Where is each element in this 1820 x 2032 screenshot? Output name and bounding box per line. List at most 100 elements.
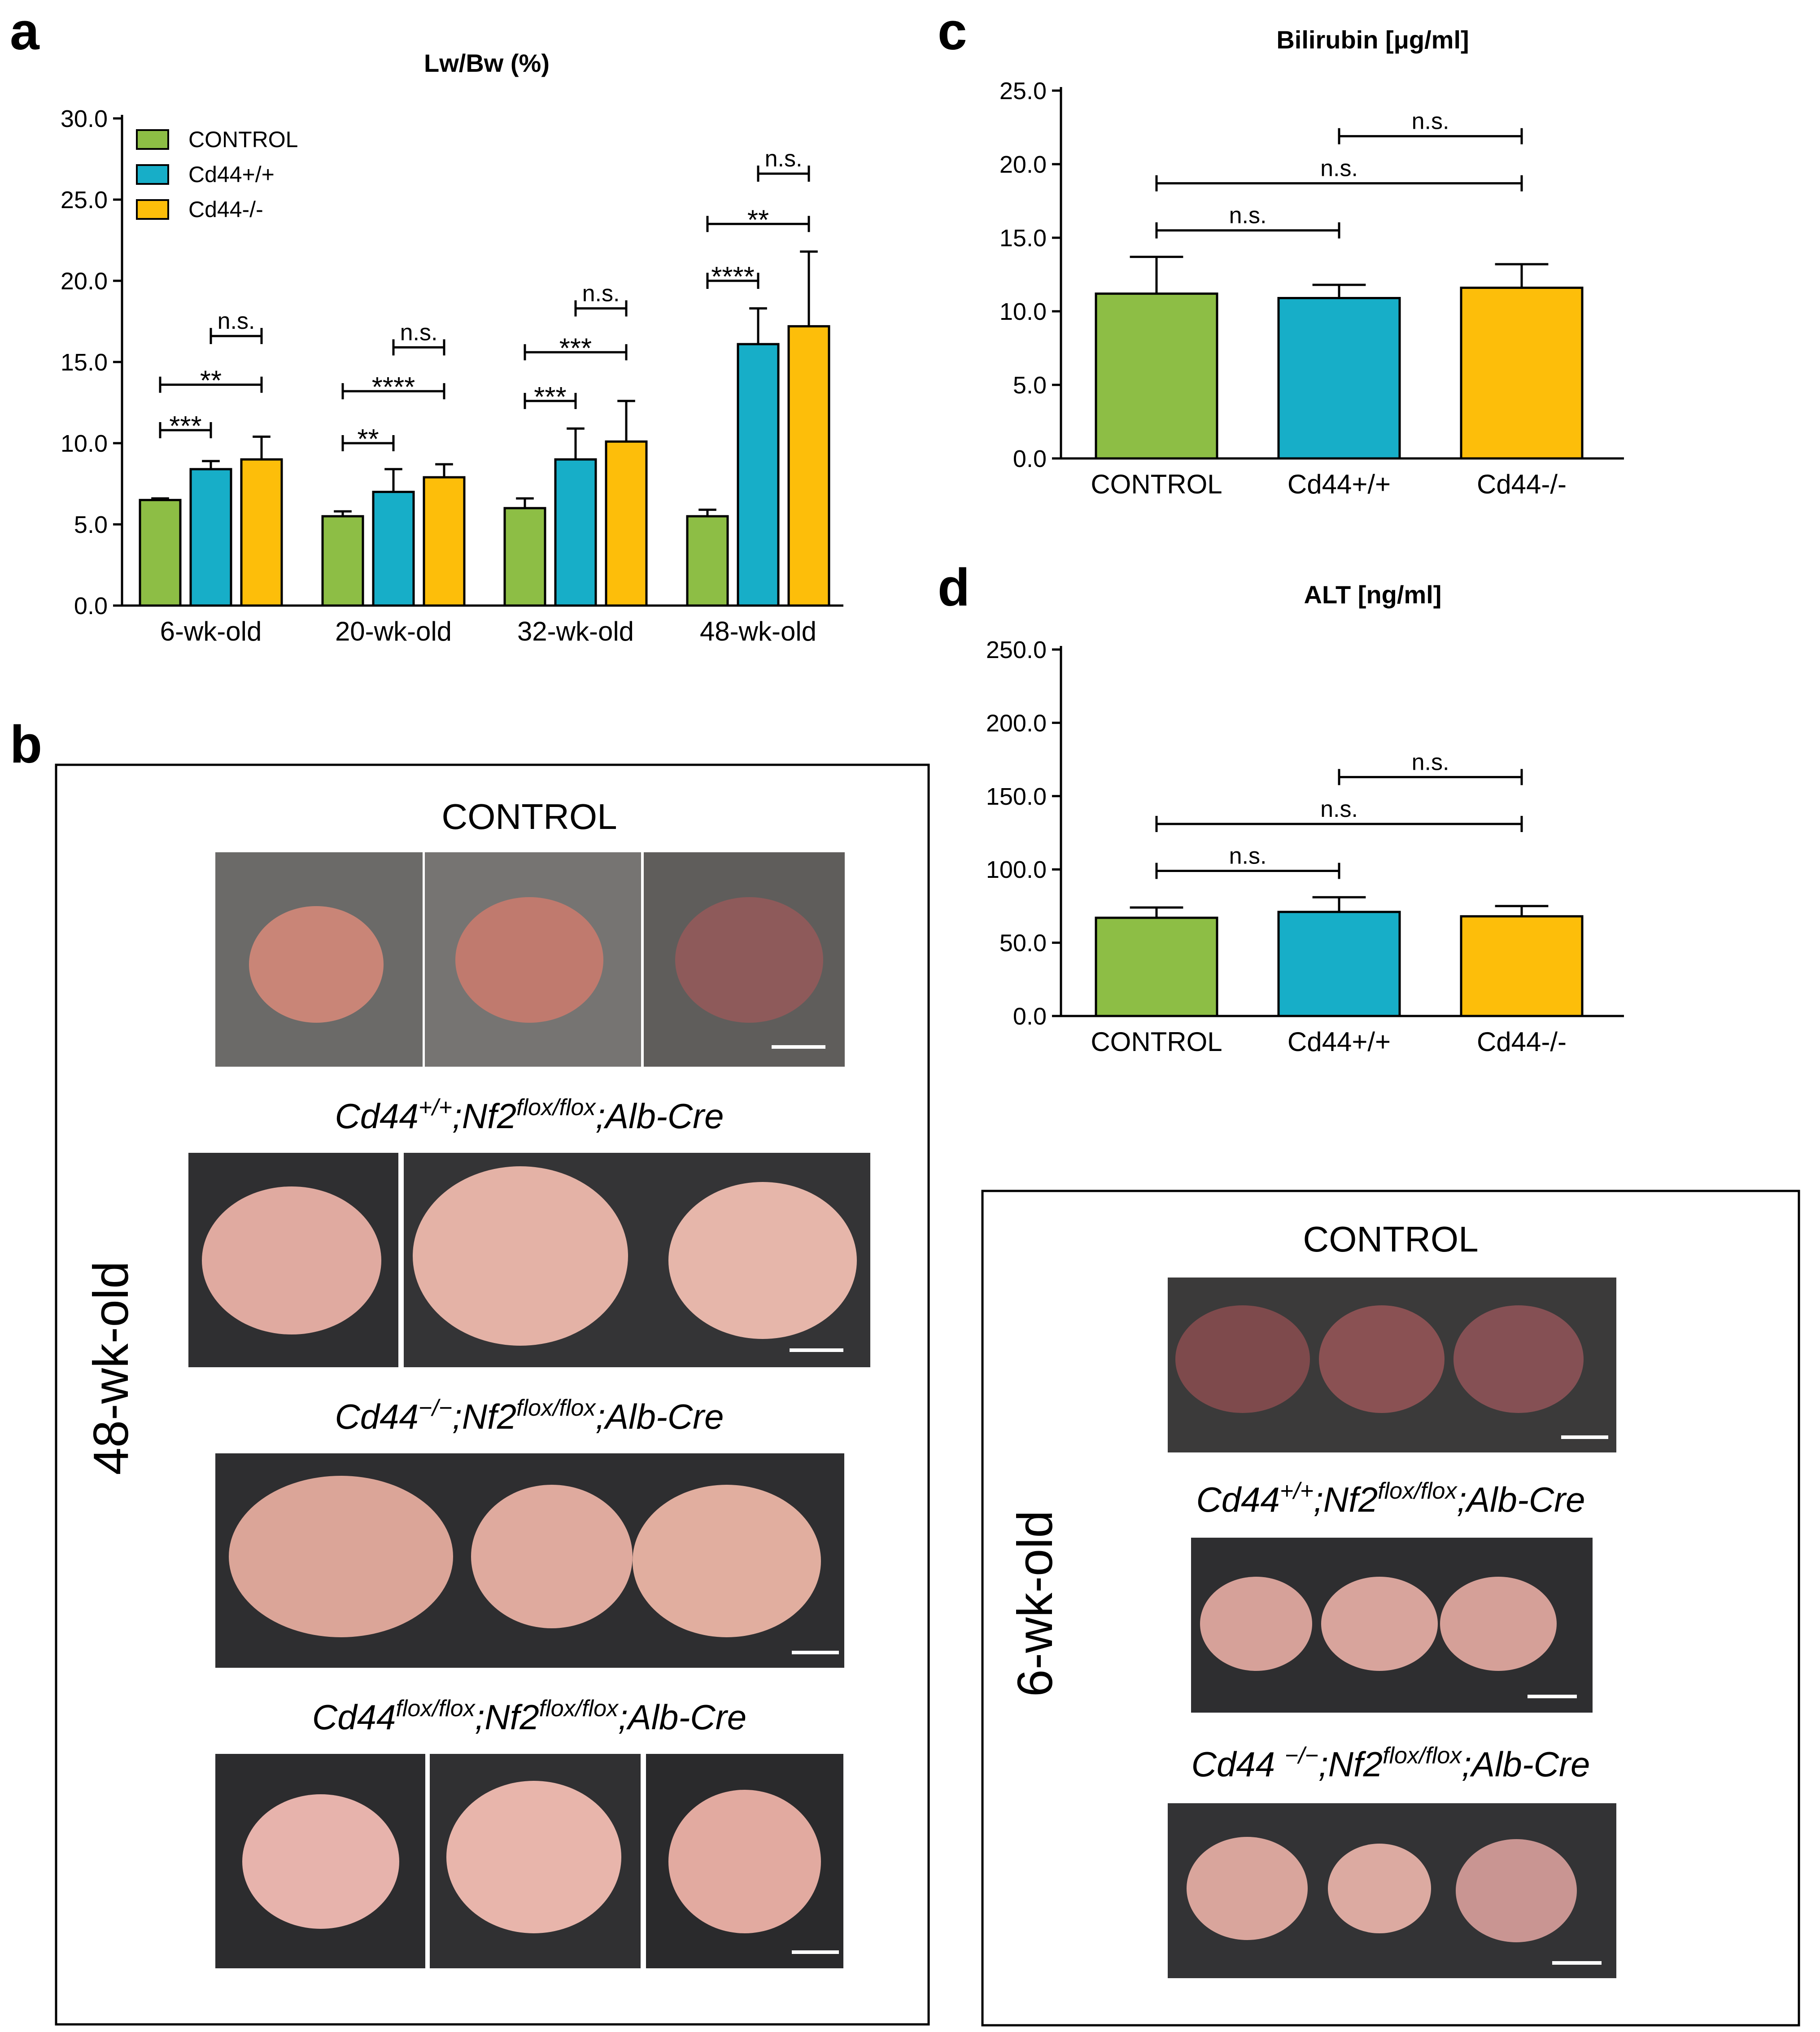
lwbw-significance-label: n.s. xyxy=(582,281,620,307)
alt-y-tick-label: 50.0 xyxy=(999,930,1047,957)
lwbw-cd44-bar xyxy=(240,458,283,607)
bilirubin-category-label: Cd44-/- xyxy=(1477,469,1567,499)
lwbw-significance-label: *** xyxy=(534,382,566,413)
liver xyxy=(1456,1839,1577,1942)
scale-bar xyxy=(792,1950,839,1954)
liver xyxy=(1187,1837,1308,1940)
lwbw-y-tick-label: 10.0 xyxy=(61,430,108,457)
bilirubin-category-label: Cd44+/+ xyxy=(1288,469,1391,499)
legend-label: CONTROL xyxy=(188,127,298,152)
lwbw-y-tick-label: 25.0 xyxy=(61,187,108,214)
lwbw-category-label: 32-wk-old xyxy=(517,616,634,646)
lwbw-significance-label: *** xyxy=(169,411,201,442)
panel-b-cd44-flox-photos xyxy=(215,1754,843,1968)
liver xyxy=(471,1485,633,1628)
lwbw-cd44-bar xyxy=(605,440,648,607)
alt-significance-label: n.s. xyxy=(1320,796,1358,822)
panel-b-48wk: 48-wk-old CONTROL Cd44+/+;Nf2flox/flox;A… xyxy=(55,763,930,2026)
alt-cd44-bar xyxy=(1277,911,1401,1017)
liver xyxy=(675,897,823,1023)
lwbw-significance-label: ** xyxy=(357,424,379,455)
bilirubin-significance-label: n.s. xyxy=(1412,109,1449,135)
liver xyxy=(668,1182,857,1339)
panel-6wk-genotype-cd44-wt: Cd44+/+;Nf2flox/flox;Alb-Cre xyxy=(1196,1478,1585,1519)
panel-letter-b: b xyxy=(10,715,42,774)
scale-bar xyxy=(1561,1435,1608,1439)
alt-cd44-bar xyxy=(1460,915,1584,1017)
legend-swatch xyxy=(136,129,169,150)
scale-bar xyxy=(792,1651,839,1654)
alt-category-label: Cd44+/+ xyxy=(1288,1027,1391,1057)
panel-6wk-frame xyxy=(981,1190,1800,2027)
lwbw-y-tick-label: 30.0 xyxy=(61,105,108,132)
lwbw-cd44-bar xyxy=(423,476,466,607)
liver xyxy=(1175,1305,1310,1413)
panel-b-control-photos xyxy=(215,852,845,1067)
scale-bar xyxy=(1552,1961,1602,1965)
liver xyxy=(1453,1305,1584,1413)
panel-6wk-age-label: 6-wk-old xyxy=(1008,1510,1063,1697)
liver xyxy=(1440,1577,1557,1671)
alt-y-tick-label: 0.0 xyxy=(1013,1003,1047,1030)
liver xyxy=(202,1186,381,1334)
liver xyxy=(229,1476,453,1637)
liver xyxy=(1321,1577,1438,1671)
panel-6wk-control-photos xyxy=(1168,1278,1616,1452)
legend-label: Cd44+/+ xyxy=(188,162,275,187)
bilirubin-y-tick-label: 10.0 xyxy=(999,298,1047,325)
panel-6wk-cd44-ko-photos xyxy=(1168,1803,1616,1978)
scale-bar xyxy=(1528,1695,1577,1698)
lwbw-cd44-bar xyxy=(554,458,597,607)
liver xyxy=(668,1790,821,1933)
panel-b-cd44-wt-photos xyxy=(188,1153,870,1367)
panel-6wk-genotype-cd44-ko: Cd44 −/−;Nf2flox/flox;Alb-Cre xyxy=(1192,1743,1590,1784)
alt-category-label: CONTROL xyxy=(1091,1027,1222,1057)
lwbw-title: Lw/Bw (%) xyxy=(424,49,550,77)
bilirubin-y-tick-label: 0.0 xyxy=(1013,445,1047,472)
liver xyxy=(446,1781,621,1933)
legend-label: Cd44-/- xyxy=(188,197,263,222)
bilirubin-cd44-bar xyxy=(1277,297,1401,460)
chart-alt: ALT [ng/ml] 0.0 50.0 100.0 150.0 200.0 250.0 CO… xyxy=(986,580,1624,1057)
bilirubin-significance-label: n.s. xyxy=(1320,156,1358,182)
lwbw-cd44-bar xyxy=(737,343,780,607)
panel-b-genotype-cd44-wt: Cd44+/+;Nf2flox/flox;Alb-Cre xyxy=(335,1094,724,1136)
lwbw-category-label: 6-wk-old xyxy=(160,616,262,646)
lwbw-cd44-bar xyxy=(189,468,232,607)
lwbw-category-label: 48-wk-old xyxy=(700,616,816,646)
lwbw-y-tick-label: 0.0 xyxy=(74,593,108,619)
panel-letter-a: a xyxy=(10,2,40,61)
lwbw-y-tick-label: 20.0 xyxy=(61,268,108,295)
legend-swatch xyxy=(136,199,169,220)
lwbw-significance-label: **** xyxy=(372,372,415,403)
liver xyxy=(633,1485,821,1637)
bilirubin-significance-label: n.s. xyxy=(1229,203,1267,229)
lwbw-control-bar xyxy=(139,499,182,607)
panel-6wk-control-title: CONTROL xyxy=(1303,1219,1478,1259)
lwbw-significance-label: ** xyxy=(200,366,222,397)
chart-bilirubin: Bilirubin [μg/ml] 0.0 5.0 10.0 15.0 20.0 25.0 C… xyxy=(999,26,1624,499)
scale-bar xyxy=(772,1045,825,1049)
panel-b-genotype-cd44-flox: Cd44flox/flox;Nf2flox/flox;Alb-Cre xyxy=(312,1696,746,1737)
bilirubin-category-label: CONTROL xyxy=(1091,469,1222,499)
alt-significance-label: n.s. xyxy=(1412,749,1449,775)
alt-y-tick-label: 100.0 xyxy=(986,856,1047,883)
lwbw-category-label: 20-wk-old xyxy=(335,616,452,646)
lwbw-significance-label: n.s. xyxy=(400,319,438,345)
panel-b-control-title: CONTROL xyxy=(441,797,617,837)
bilirubin-y-tick-label: 20.0 xyxy=(999,151,1047,178)
alt-y-tick-label: 250.0 xyxy=(986,637,1047,663)
lwbw-y-tick-label: 15.0 xyxy=(61,349,108,376)
lwbw-significance-label: ** xyxy=(747,205,769,235)
scale-bar xyxy=(790,1348,843,1352)
lwbw-cd44-bar xyxy=(372,491,415,607)
chart-lw-bw: Lw/Bw (%) 0.0 5.0 10.0 15.0 20.0 25.0 30.0 6-wk-… xyxy=(61,49,843,646)
liver xyxy=(242,1794,399,1929)
alt-significance-label: n.s. xyxy=(1229,843,1267,869)
bilirubin-title: Bilirubin [μg/ml] xyxy=(1276,26,1469,54)
liver xyxy=(249,906,384,1023)
alt-y-tick-label: 150.0 xyxy=(986,783,1047,810)
alt-title: ALT [ng/ml] xyxy=(1304,580,1442,609)
alt-y-tick-label: 200.0 xyxy=(986,710,1047,737)
